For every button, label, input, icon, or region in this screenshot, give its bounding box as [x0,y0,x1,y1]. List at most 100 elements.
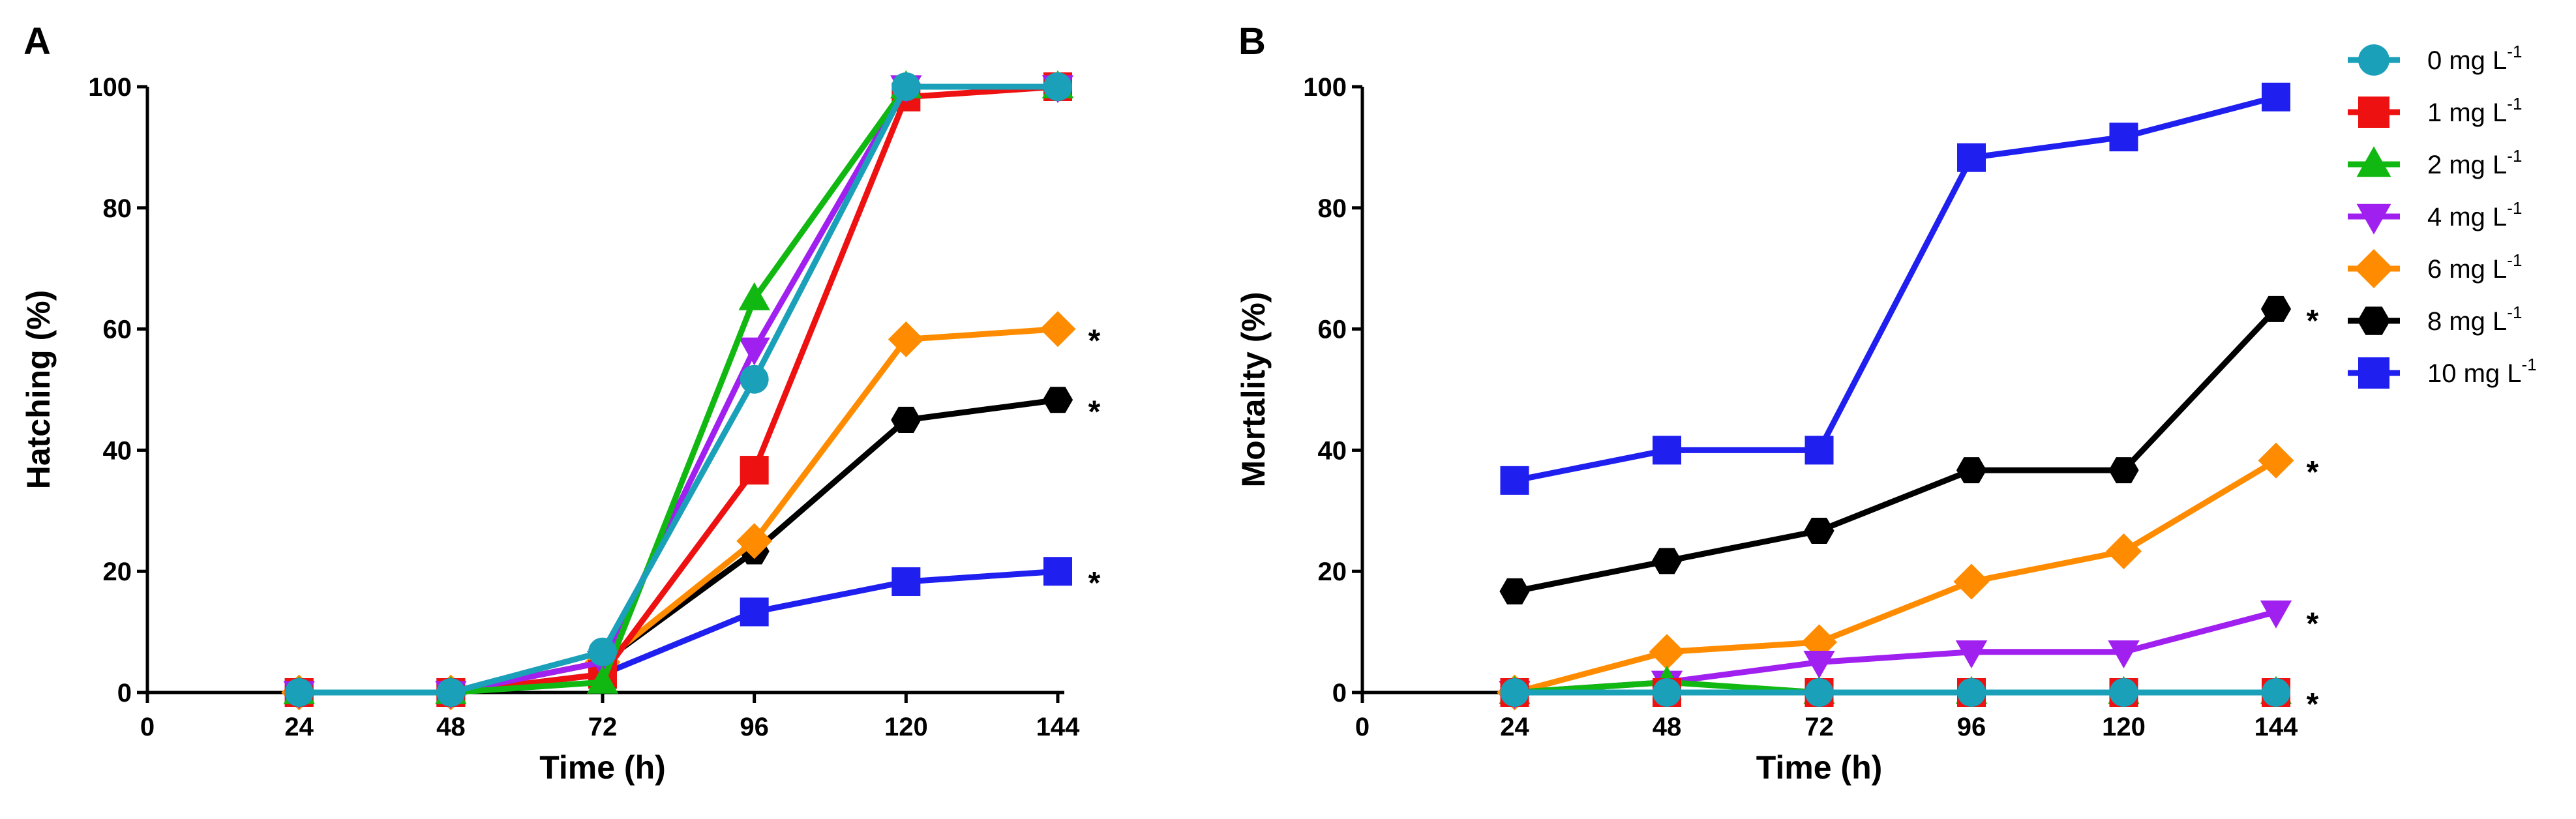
x-axis-title: Time (h) [539,749,666,786]
legend-label: 6 mg L-1 [2427,250,2522,284]
series-4-mg-l-1 [283,75,1074,709]
y-tick-label: 80 [103,194,132,223]
significance-marker: * [2307,304,2319,338]
data-point [738,337,770,366]
y-tick-label: 100 [1303,73,1347,102]
data-point [1500,466,1529,495]
data-point [891,406,921,433]
data-point [2260,295,2292,322]
legend-label: 4 mg L-1 [2427,198,2522,231]
y-axis-title: Hatching (%) [20,290,57,490]
data-point [740,365,769,394]
data-point [284,678,314,707]
series-8-mg-l-1 [284,387,1073,706]
legend-entry-1-mg-l-1: 1 mg L-1 [2348,94,2522,128]
y-tick-label: 40 [103,436,132,465]
x-tick-label: 96 [1957,713,1986,741]
data-point [1043,72,1072,101]
y-tick-label: 20 [1318,558,1347,586]
significance-marker: * [1088,395,1101,429]
legend-label: 1 mg L-1 [2427,94,2522,127]
data-point [588,637,617,666]
data-point [2108,640,2140,669]
y-tick-label: 0 [117,679,132,707]
legend-entry-2-mg-l-1: 2 mg L-1 [2348,146,2522,179]
data-point [1649,634,1685,670]
data-point [2106,533,2142,570]
data-point [1957,678,1986,707]
x-tick-label: 24 [1500,713,1529,741]
data-point [2262,678,2290,707]
y-tick-label: 100 [88,73,132,102]
data-point [1499,578,1530,604]
data-point [2262,82,2290,112]
series-line-10-mg-l-1 [299,568,1058,696]
data-point [1953,563,1990,600]
data-point [1956,457,1987,484]
y-tick-label: 20 [103,558,132,586]
legend-entry-8-mg-l-1: 8 mg L-1 [2348,303,2522,336]
data-point [888,321,924,357]
data-point [1805,436,1834,465]
x-axis-title: Time (h) [1756,749,1883,786]
legend-marker [2357,306,2391,335]
x-tick-label: 0 [140,713,155,741]
y-axis-title: Mortality (%) [1235,292,1272,488]
y-tick-label: 60 [103,316,132,344]
legend: 0 mg L-1 1 mg L-1 2 mg L-1 4 mg L-1 6 mg L-1… [2348,42,2537,389]
series-10-mg-l-1 [284,557,1072,707]
legend-marker [2358,357,2389,389]
significance-marker: * [2307,606,2319,641]
series-6-mg-l-1 [1497,442,2294,711]
data-point [1653,678,1681,707]
data-point [1957,143,1986,172]
data-point [740,597,769,627]
x-tick-label: 0 [1355,713,1370,741]
x-tick-label: 72 [588,713,618,741]
data-point [738,282,770,310]
legend-marker [2358,97,2389,128]
data-point [1040,311,1076,348]
series-line-6-mg-l-1 [1514,458,2278,696]
x-tick-label: 24 [284,713,314,741]
data-point [1043,557,1072,586]
x-tick-label: 96 [740,713,769,741]
legend-entry-10-mg-l-1: 10 mg L-1 [2348,355,2537,389]
legend-entry-4-mg-l-1: 4 mg L-1 [2348,198,2522,235]
y-tick-label: 80 [1318,194,1347,223]
data-point [2260,600,2292,629]
legend-marker [2356,146,2391,177]
data-point [736,523,773,559]
data-point [1805,678,1834,707]
x-tick-label: 120 [884,713,928,741]
legend-marker [2358,44,2389,76]
data-point [740,456,769,485]
data-point [891,72,921,101]
data-point [1955,640,1988,669]
x-tick-label: 120 [2102,713,2146,741]
data-point [2258,442,2294,479]
panel-label-a: A [23,20,51,63]
data-point [2108,457,2139,484]
y-tick-label: 40 [1318,436,1347,465]
series-line-10-mg-l-1 [1514,94,2277,484]
panel-label-b: B [1238,20,1266,63]
legend-marker [2356,203,2391,235]
data-point [586,665,619,694]
data-point [1042,387,1073,413]
series-line-8-mg-l-1 [1514,306,2279,595]
x-tick-label: 72 [1805,713,1834,741]
series-line-4-mg-l-1 [1514,609,2277,696]
legend-label: 2 mg L-1 [2427,146,2522,179]
series-10-mg-l-1 [1500,82,2290,495]
legend-label: 8 mg L-1 [2427,303,2522,336]
significance-marker: * [1088,566,1101,601]
data-point [1653,436,1681,465]
x-tick-label: 48 [436,713,466,741]
x-tick-label: 48 [1653,713,1682,741]
data-point [2109,678,2138,707]
data-point [1804,518,1835,544]
data-point [2109,123,2138,152]
